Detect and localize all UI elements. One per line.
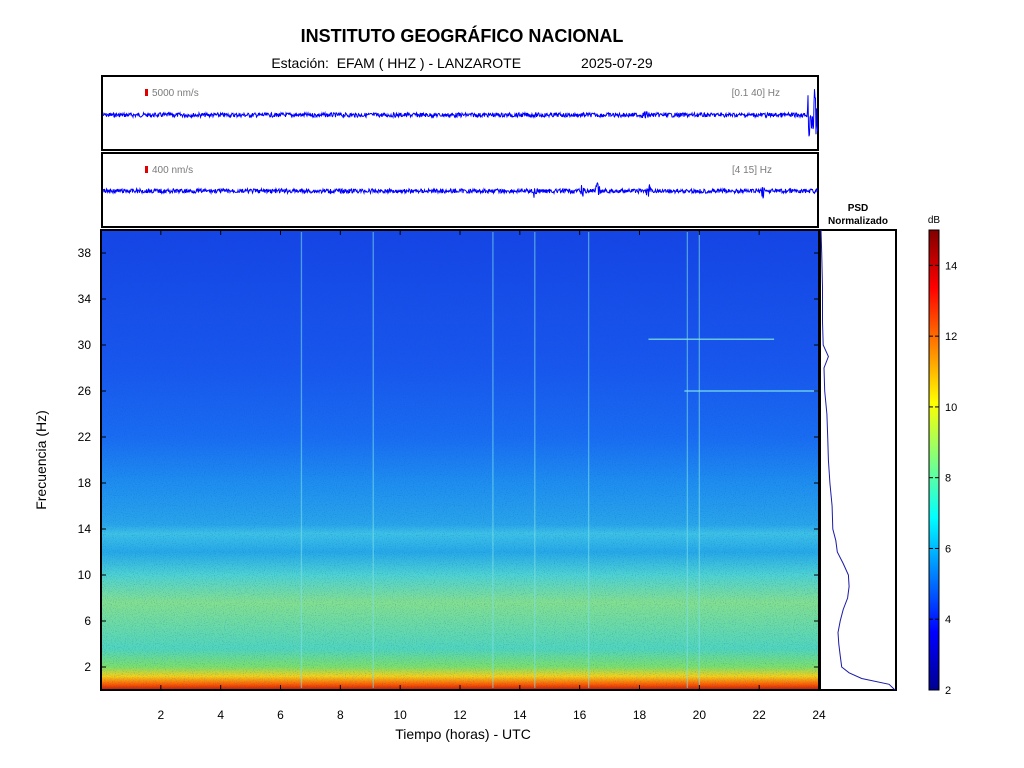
colorbar-tick-label-4: 4 <box>945 614 951 626</box>
colorbar-tick-label-8: 8 <box>945 473 951 485</box>
x-tick-label-16: 16 <box>573 708 587 722</box>
x-tick-label-10: 10 <box>393 708 407 722</box>
trace1-band-label: [0.1 40] Hz <box>732 88 780 99</box>
y-tick-label-38: 38 <box>78 246 92 260</box>
trace1-scale-marker <box>145 89 148 96</box>
x-tick-label-22: 22 <box>752 708 766 722</box>
spectrogram-texture <box>101 230 819 690</box>
psd-title-line2: Normalizado <box>828 216 888 227</box>
spectrogram-x-ticks: 2 4 6 8 10 12 14 16 18 20 22 24 <box>157 230 826 722</box>
trace1-waveform <box>102 89 819 137</box>
x-tick-label-6: 6 <box>277 708 284 722</box>
y-tick-label-6: 6 <box>84 614 91 628</box>
y-tick-label-30: 30 <box>78 338 92 352</box>
colorbar-tick-label-14: 14 <box>945 260 957 272</box>
y-tick-label-34: 34 <box>78 292 92 306</box>
station-prefix: Estación: <box>271 55 329 71</box>
colorbar-scale <box>928 229 940 691</box>
psd-frame <box>819 229 897 691</box>
y-tick-label-10: 10 <box>78 568 92 582</box>
x-tick-label-18: 18 <box>633 708 647 722</box>
spectrogram-spectral-lines <box>648 338 819 392</box>
x-tick-label-4: 4 <box>217 708 224 722</box>
colorbar-tick-label-2: 2 <box>945 685 951 697</box>
y-tick-label-26: 26 <box>78 384 92 398</box>
x-tick-label-12: 12 <box>453 708 467 722</box>
y-tick-label-2: 2 <box>84 660 91 674</box>
x-tick-label-14: 14 <box>513 708 527 722</box>
x-axis-label: Tiempo (horas) - UTC <box>395 726 531 742</box>
trace-panel-broadband: 5000 nm/s [0.1 40] Hz <box>101 75 819 151</box>
spectrogram-panel: 2 4 6 8 10 12 14 16 18 20 22 24 261014182226303438 … <box>33 229 826 742</box>
page-title: INSTITUTO GEOGRÁFICO NACIONAL <box>300 26 624 46</box>
trace-panel-filtered: 400 nm/s [4 15] Hz <box>101 152 819 228</box>
y-tick-label-14: 14 <box>78 522 92 536</box>
psd-curve <box>820 229 896 691</box>
colorbar-ticks: 2 4 6 8 10 12 14 <box>929 260 957 697</box>
colorbar-tick-label-12: 12 <box>945 331 957 343</box>
station-name: EFAM ( HHZ ) - LANZAROTE <box>336 55 522 71</box>
psd-panel: PSD Normalizado <box>819 203 897 691</box>
x-tick-label-24: 24 <box>812 708 826 722</box>
trace2-scale-marker <box>145 166 148 173</box>
y-tick-label-22: 22 <box>78 430 92 444</box>
x-tick-label-8: 8 <box>337 708 344 722</box>
spectrogram-transients <box>300 232 700 688</box>
trace2-band-label: [4 15] Hz <box>732 165 772 176</box>
station-info: Estación: EFAM ( HHZ ) - LANZAROTE 2025-0… <box>0 55 924 71</box>
y-axis-label: Frecuencia (Hz) <box>33 410 49 510</box>
psd-title-line1: PSD <box>848 203 869 214</box>
trace2-waveform <box>102 182 819 199</box>
station-date: 2025-07-29 <box>581 55 653 71</box>
x-tick-label-20: 20 <box>693 708 707 722</box>
y-tick-label-18: 18 <box>78 476 92 490</box>
x-tick-label-2: 2 <box>157 708 164 722</box>
trace2-scale-label: 400 nm/s <box>152 165 193 176</box>
trace1-scale-label: 5000 nm/s <box>152 88 199 99</box>
colorbar-tick-label-6: 6 <box>945 543 951 555</box>
colorbar: dB 2 4 6 8 10 12 14 <box>928 215 957 697</box>
colorbar-tick-label-10: 10 <box>945 402 957 414</box>
colorbar-unit: dB <box>928 215 941 226</box>
